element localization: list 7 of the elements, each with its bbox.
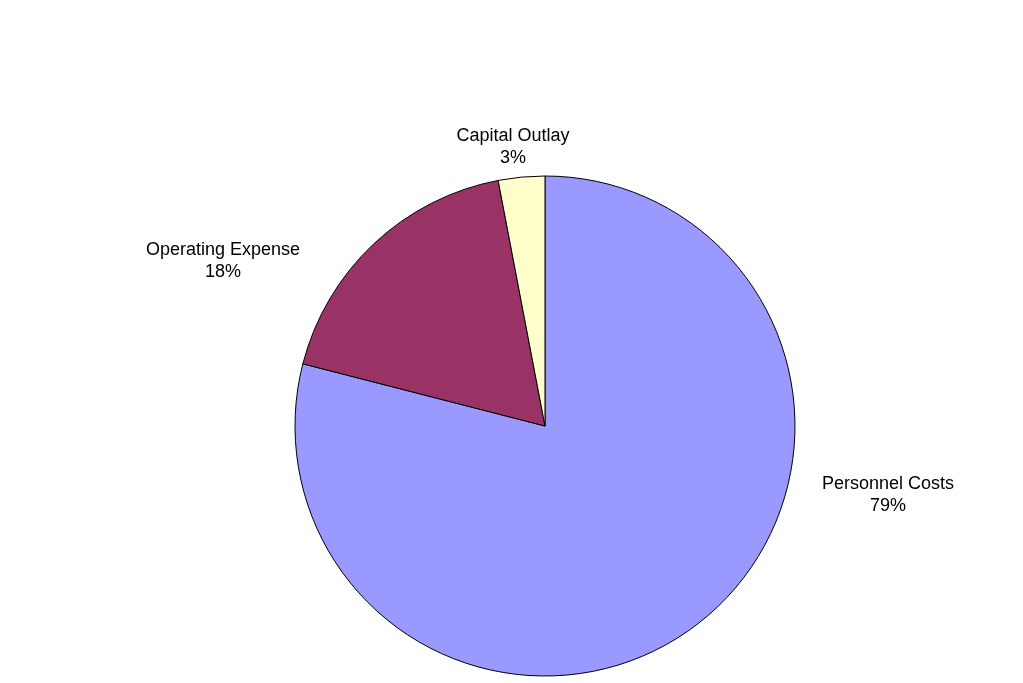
pie-slice — [302, 179, 546, 427]
data-label: 18% — [204, 260, 242, 282]
slice-label: Personnel Costs — [821, 472, 955, 494]
slice-label: Capital Outlay — [456, 124, 570, 146]
data-label: 3% — [499, 146, 527, 168]
data-label: 79% — [869, 494, 907, 516]
slice-label: Operating Expense — [145, 238, 301, 260]
